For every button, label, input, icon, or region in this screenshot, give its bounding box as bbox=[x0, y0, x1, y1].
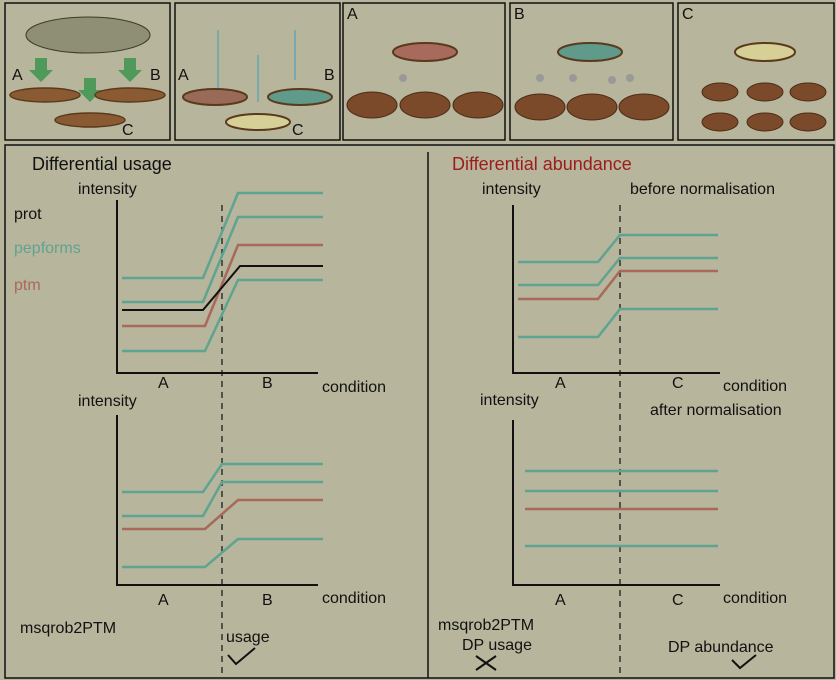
legend-entry: ptm bbox=[14, 277, 41, 294]
legend-entry: prot bbox=[14, 206, 42, 223]
axes bbox=[116, 200, 318, 374]
panel-label: B bbox=[324, 67, 335, 84]
x-axis-label: condition bbox=[723, 378, 787, 395]
y-axis-label: intensity bbox=[78, 393, 137, 410]
section-title: Differential usage bbox=[32, 154, 172, 174]
marker bbox=[536, 74, 544, 82]
cell-pellet bbox=[25, 16, 151, 54]
y-axis-label: intensity bbox=[482, 181, 541, 198]
tissue bbox=[746, 112, 784, 132]
axes bbox=[512, 205, 720, 374]
check-mark bbox=[227, 647, 256, 666]
dish bbox=[225, 113, 291, 131]
line bbox=[122, 278, 323, 353]
method: msqrob2PTM bbox=[20, 620, 116, 637]
x-category: C bbox=[672, 592, 684, 609]
y-axis-label: intensity bbox=[480, 392, 539, 409]
marker bbox=[626, 74, 634, 82]
x-category: A bbox=[158, 592, 169, 609]
panel-frame bbox=[509, 2, 674, 141]
line bbox=[122, 462, 323, 494]
method: msqrob2PTM bbox=[438, 617, 534, 634]
tissue bbox=[346, 91, 398, 119]
panel-label: B bbox=[150, 67, 161, 84]
dish bbox=[557, 42, 623, 62]
legend-entry: pepforms bbox=[14, 240, 81, 257]
x-category: C bbox=[672, 375, 684, 392]
x-category: B bbox=[262, 592, 273, 609]
x-category: A bbox=[555, 592, 566, 609]
marker bbox=[608, 76, 616, 84]
x-category: A bbox=[158, 375, 169, 392]
cross-mark bbox=[475, 655, 497, 671]
tissue bbox=[746, 82, 784, 102]
x-category: B bbox=[262, 375, 273, 392]
panel-label: C bbox=[682, 6, 694, 23]
subtitle: after normalisation bbox=[650, 402, 782, 419]
line bbox=[518, 307, 718, 339]
line bbox=[122, 498, 323, 531]
dish bbox=[54, 112, 126, 128]
tissue bbox=[789, 112, 827, 132]
dish bbox=[392, 42, 458, 62]
tissue bbox=[566, 93, 618, 121]
line bbox=[122, 265, 323, 311]
arrow bbox=[118, 58, 142, 82]
result: usage bbox=[226, 629, 270, 646]
dish bbox=[734, 42, 796, 62]
panel-label: C bbox=[122, 122, 134, 139]
line bbox=[122, 215, 323, 304]
panel-label: A bbox=[178, 67, 189, 84]
dish bbox=[94, 87, 166, 103]
line bbox=[518, 256, 718, 287]
line bbox=[122, 243, 323, 328]
result: DP abundance bbox=[668, 639, 774, 656]
tissue bbox=[618, 93, 670, 121]
dish bbox=[182, 88, 248, 106]
line bbox=[122, 191, 323, 280]
panel-label: B bbox=[514, 6, 525, 23]
tissue bbox=[399, 91, 451, 119]
x-axis-label: condition bbox=[322, 590, 386, 607]
panel-frame bbox=[174, 2, 341, 141]
check-mark bbox=[731, 654, 757, 670]
dish bbox=[267, 88, 333, 106]
line bbox=[122, 537, 323, 569]
axes bbox=[116, 415, 318, 586]
tissue bbox=[514, 93, 566, 121]
subtitle: before normalisation bbox=[630, 181, 775, 198]
panel-label: C bbox=[292, 122, 304, 139]
line bbox=[122, 480, 323, 518]
marker bbox=[399, 74, 407, 82]
axes bbox=[512, 420, 720, 586]
arrow bbox=[29, 58, 53, 82]
tissue bbox=[701, 82, 739, 102]
top-panels: A B C A B C A B C bbox=[4, 2, 835, 141]
result: DP usage bbox=[462, 637, 532, 654]
panel-frame bbox=[4, 2, 171, 141]
panel-frame bbox=[677, 2, 835, 141]
panel-label: A bbox=[347, 6, 358, 23]
y-axis-label: intensity bbox=[78, 181, 137, 198]
tissue bbox=[789, 82, 827, 102]
x-category: A bbox=[555, 375, 566, 392]
bottom-frame bbox=[4, 144, 835, 679]
x-axis-label: condition bbox=[322, 379, 386, 396]
line bbox=[518, 233, 718, 264]
panel-label: A bbox=[12, 67, 23, 84]
dish bbox=[9, 87, 81, 103]
tissue bbox=[452, 91, 504, 119]
line bbox=[518, 269, 718, 301]
marker bbox=[569, 74, 577, 82]
panel-frame bbox=[342, 2, 506, 141]
section-title: Differential abundance bbox=[452, 154, 632, 174]
tissue bbox=[701, 112, 739, 132]
x-axis-label: condition bbox=[723, 590, 787, 607]
